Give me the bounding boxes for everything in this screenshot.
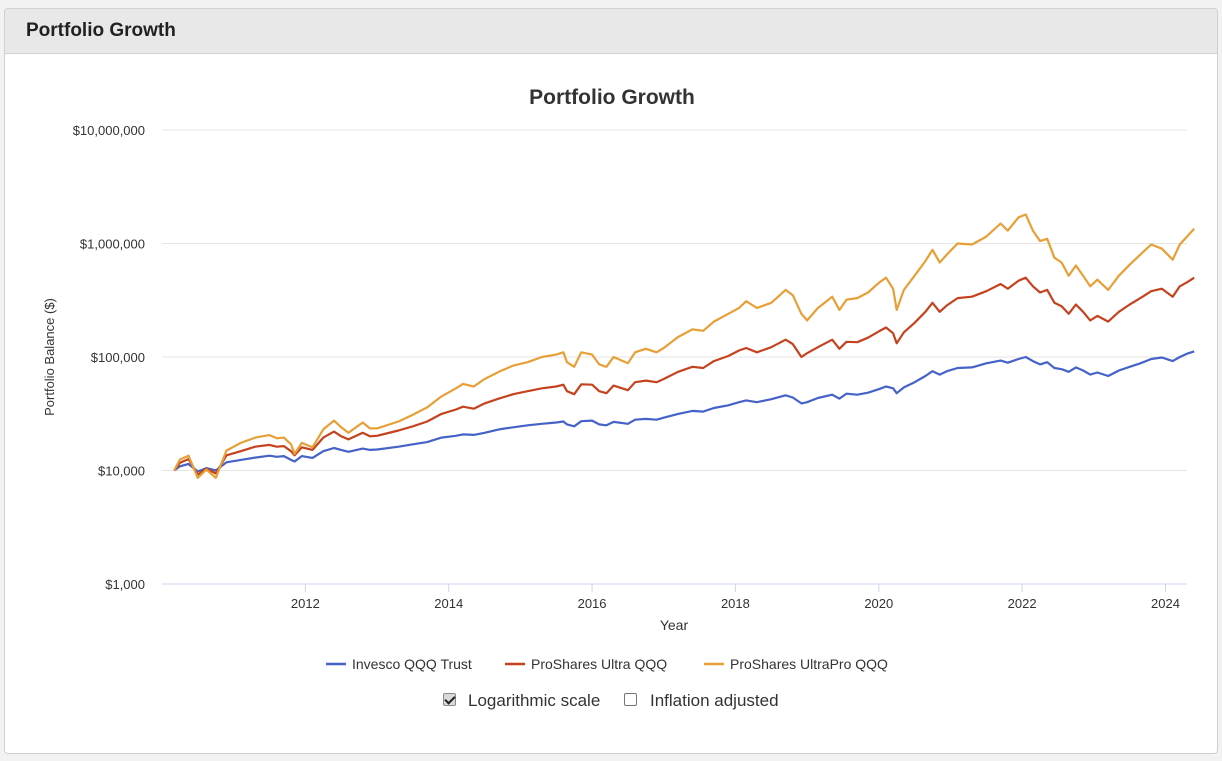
y-tick-label: $10,000,000 xyxy=(73,123,145,138)
chart-title: Portfolio Growth xyxy=(529,86,695,109)
y-tick-label: $100,000 xyxy=(91,350,145,365)
x-tick-label: 2014 xyxy=(434,596,463,611)
x-axis-label: Year xyxy=(660,617,689,633)
x-tick-label: 2018 xyxy=(721,596,750,611)
inflation-adjusted-option[interactable]: Inflation adjusted xyxy=(618,689,818,713)
legend-item[interactable]: Invesco QQQ Trust xyxy=(352,656,472,672)
y-axis-ticks: $1,000 $10,000 $100,000 $1,000,000 $10,000,0… xyxy=(73,123,145,592)
inflation-adjusted-label[interactable]: Inflation adjusted xyxy=(650,691,779,710)
y-axis-label: Portfolio Balance ($) xyxy=(42,298,57,416)
log-scale-option[interactable]: Logarithmic scale xyxy=(436,689,611,713)
y-tick-label: $10,000 xyxy=(98,464,145,479)
x-tick-label: 2016 xyxy=(578,596,607,611)
series-line xyxy=(173,350,1195,473)
y-tick-label: $1,000,000 xyxy=(80,237,145,252)
chart-legend: Invesco QQQ Trust ProShares Ultra QQQ ProS… xyxy=(326,656,888,672)
legend-item[interactable]: ProShares UltraPro QQQ xyxy=(730,656,888,672)
gridlines xyxy=(162,129,1187,471)
series-line xyxy=(173,276,1195,476)
x-tick-label: 2022 xyxy=(1008,596,1037,611)
chart-options: Logarithmic scale Inflation adjusted xyxy=(436,689,836,715)
x-tick-label: 2012 xyxy=(291,596,320,611)
series-line xyxy=(173,213,1196,479)
panel-title: Portfolio Growth xyxy=(5,9,1217,54)
x-axis-ticks: 2012 2014 2016 2018 2020 2022 2024 xyxy=(291,584,1180,611)
x-tick-label: 2020 xyxy=(864,596,893,611)
log-scale-label[interactable]: Logarithmic scale xyxy=(468,691,601,710)
y-tick-label: $1,000 xyxy=(105,577,145,592)
series-lines xyxy=(173,213,1196,479)
log-scale-checkbox[interactable] xyxy=(443,693,456,706)
x-tick-label: 2024 xyxy=(1151,596,1180,611)
portfolio-growth-panel: Portfolio Growth xyxy=(4,8,1218,754)
inflation-adjusted-checkbox[interactable] xyxy=(624,693,637,706)
legend-item[interactable]: ProShares Ultra QQQ xyxy=(531,656,667,672)
